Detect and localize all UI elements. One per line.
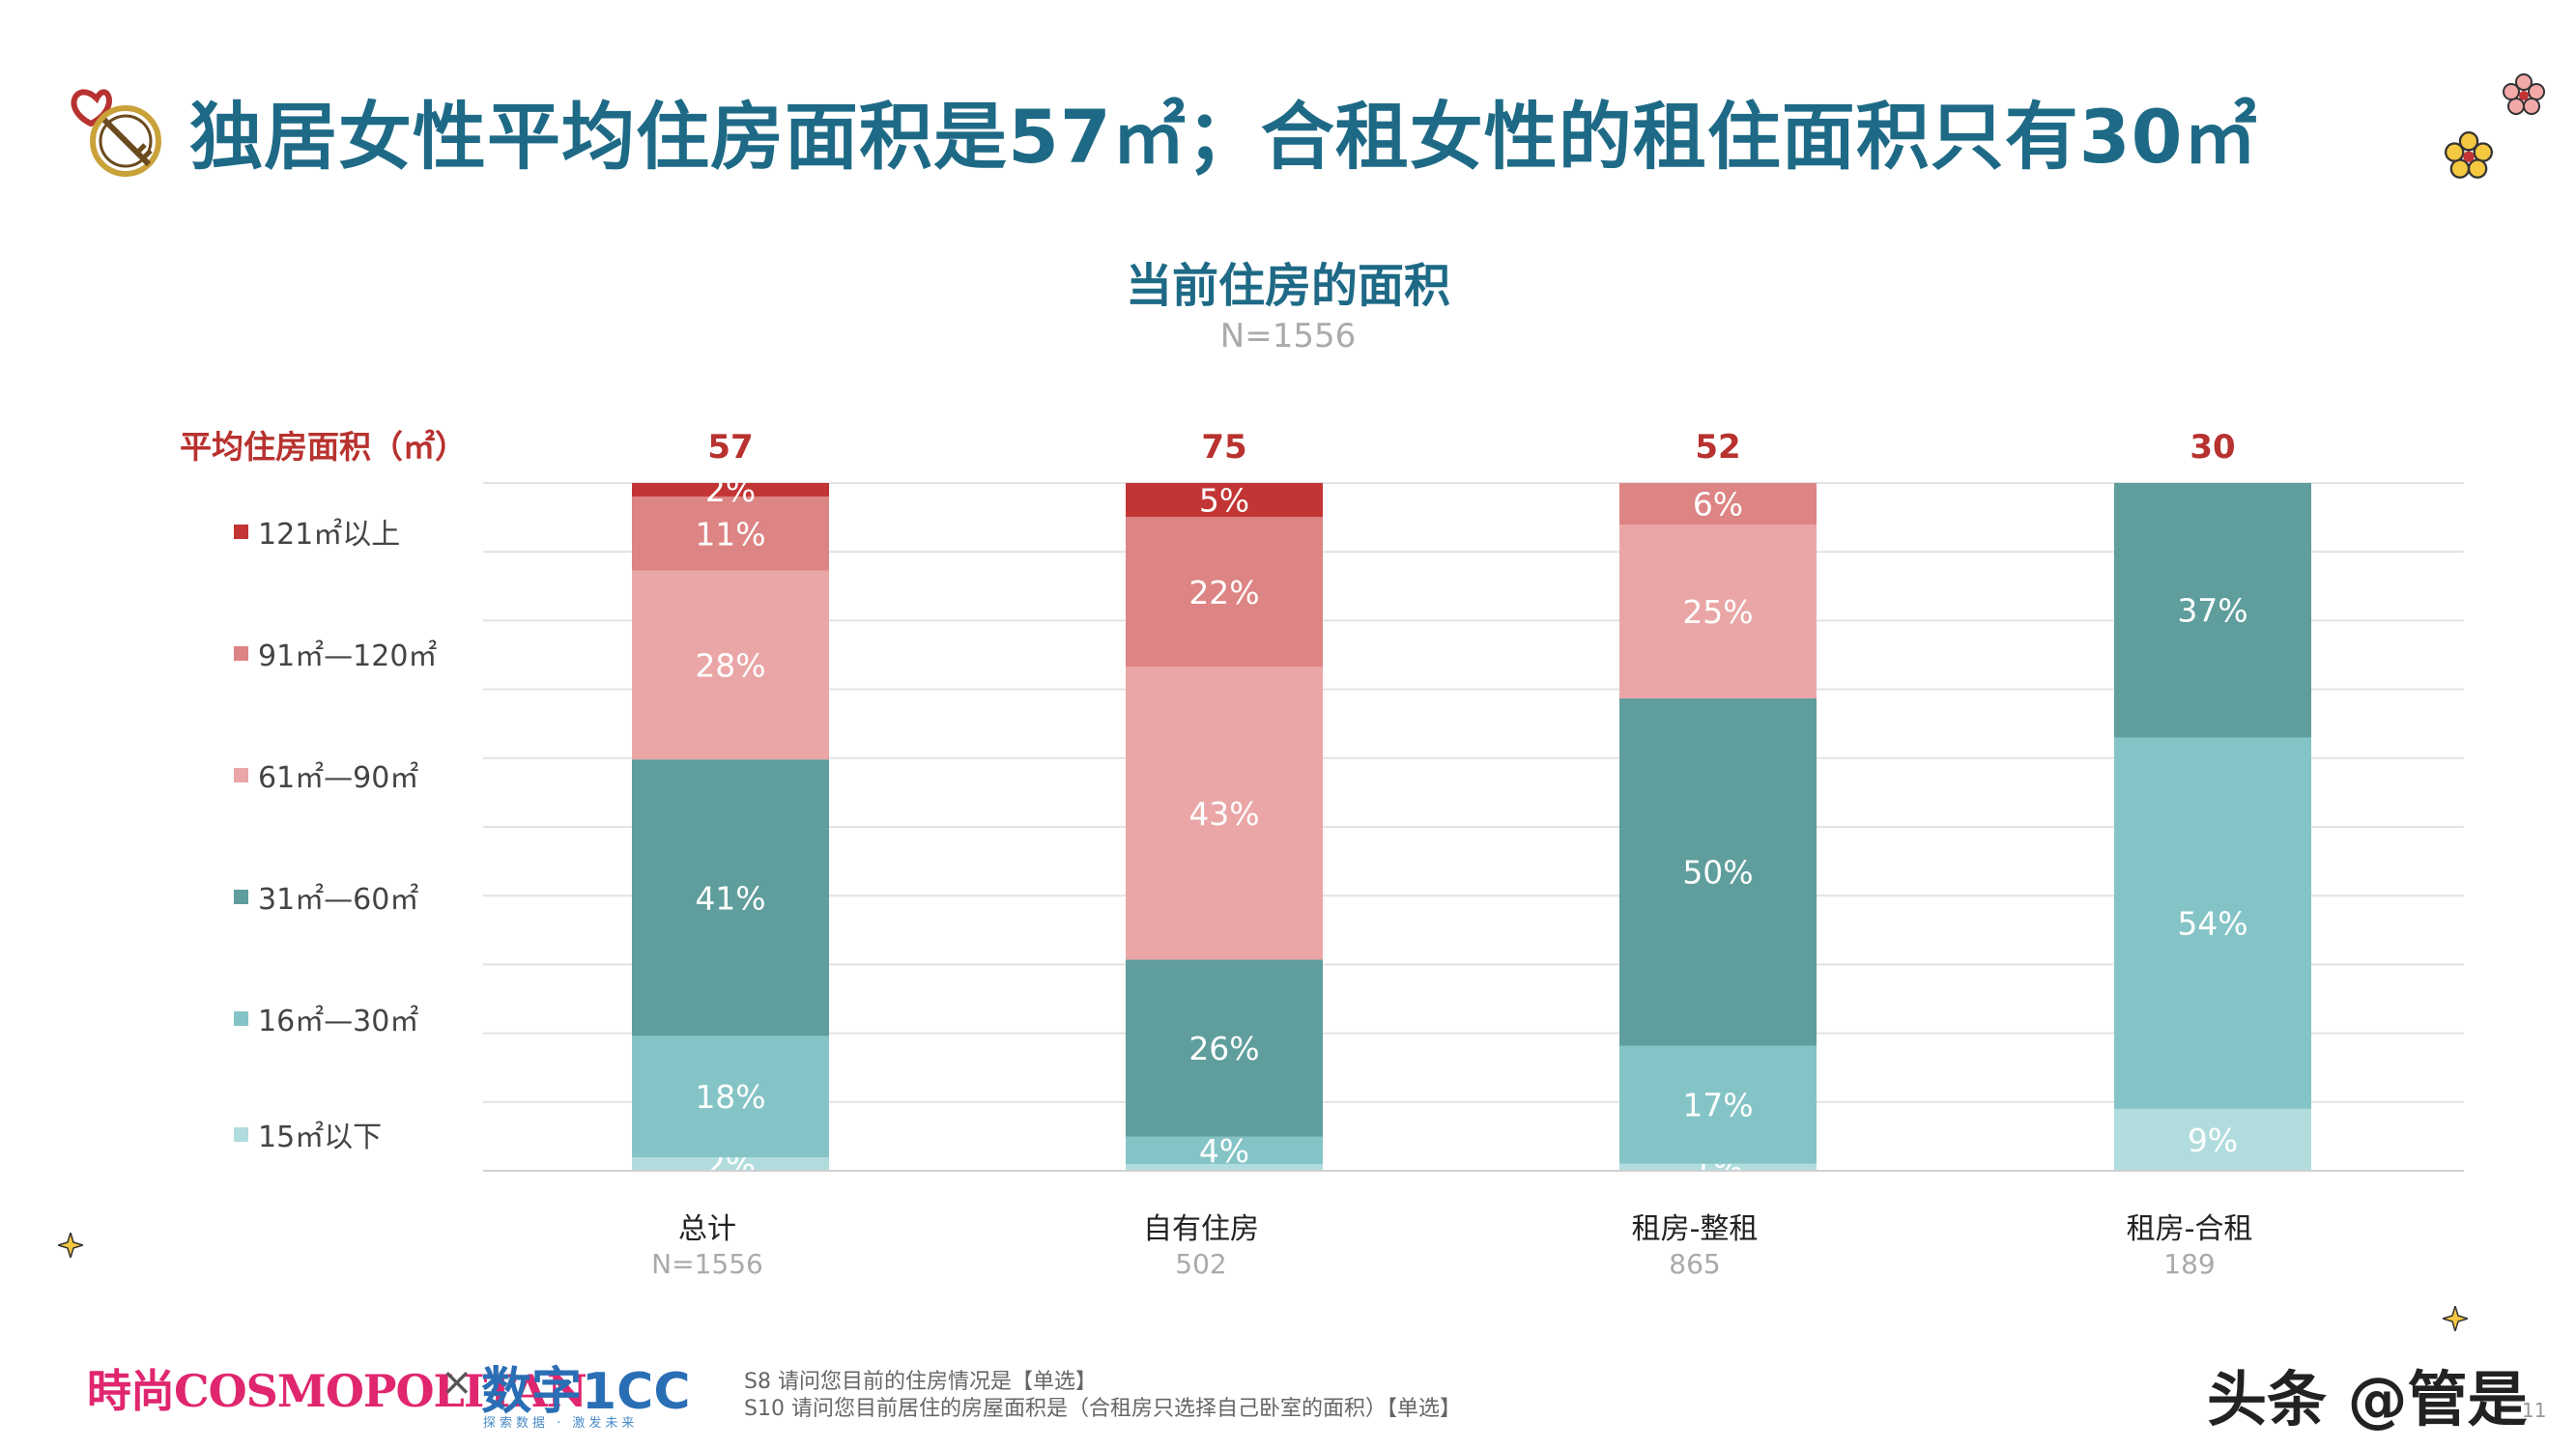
toutiao-watermark: 头条 @管是 — [2207, 1364, 2528, 1435]
data-label: 2% — [705, 471, 756, 509]
category-label: 总计 — [678, 1212, 736, 1246]
stacked-bar-chart: 2%18%41%28%11%2%57总计N=15564%26%43%22%5%7… — [483, 428, 2464, 1280]
data-label: 18% — [695, 1078, 765, 1116]
average-area-label: 平均住房面积（㎡） — [180, 428, 467, 466]
sparkle-icon — [58, 1233, 83, 1258]
data-label: 37% — [2177, 592, 2247, 630]
bar-segment — [632, 496, 829, 571]
average-value: 52 — [1695, 428, 1740, 467]
legend-item: 121㎡以上 — [234, 510, 400, 553]
bar-segment — [1619, 1045, 1817, 1164]
key-heart-logo-icon — [71, 89, 161, 177]
data-label: 9% — [2188, 1122, 2238, 1159]
sparkle-icon — [2443, 1306, 2468, 1331]
flower-icon — [2445, 131, 2493, 179]
bar-segment — [632, 759, 829, 1037]
legend-swatch — [234, 524, 248, 539]
legend-item: 61㎡—90㎡ — [234, 753, 418, 796]
data-label: 4% — [1199, 1132, 1249, 1170]
data-label: 41% — [695, 879, 765, 917]
category-label: 自有住房 — [1143, 1212, 1259, 1246]
chart-subtitle: N=1556 — [1219, 317, 1357, 355]
bar-segment — [632, 570, 829, 760]
bar-segment — [2114, 483, 2311, 738]
legend-label: 16㎡—30㎡ — [258, 1005, 419, 1038]
average-value: 75 — [1201, 428, 1246, 467]
legend-item: 91㎡—120㎡ — [234, 632, 437, 674]
dataicc-slogan: 探索数据 · 激发未来 — [483, 1416, 639, 1431]
survey-note-s10: S10 请问您目前居住的房屋面积是（合租房只选择自己卧室的面积）【单选】 — [744, 1397, 1461, 1421]
data-label: 26% — [1188, 1030, 1259, 1067]
category-label: 租房-整租 — [1632, 1212, 1759, 1246]
data-label: 25% — [1682, 593, 1753, 631]
legend-swatch — [234, 889, 248, 904]
flower-icon — [2503, 73, 2545, 115]
average-value: 57 — [707, 428, 753, 467]
bar-segment — [1619, 483, 1817, 526]
chart-title: 当前住房的面积 — [1125, 259, 1450, 313]
data-label: 6% — [1693, 486, 1743, 524]
bar-segment — [632, 483, 829, 497]
data-label: 43% — [1188, 795, 1259, 833]
legend-swatch — [234, 645, 248, 661]
bar-segment — [632, 1036, 829, 1158]
sample-size-label: N=1556 — [651, 1248, 763, 1280]
bar-segment — [1126, 483, 1323, 518]
category-label: 租房-合租 — [2127, 1212, 2253, 1246]
page-title: 独居女性平均住房面积是57㎡；合租女性的租住面积只有30㎡ — [189, 94, 2258, 180]
times-sign: × — [441, 1360, 473, 1405]
legend-swatch — [234, 767, 248, 782]
bar-segment — [1126, 1136, 1323, 1164]
data-label: 17% — [1682, 1087, 1753, 1124]
legend-label: 91㎡—120㎡ — [258, 639, 438, 673]
bar-segment — [1126, 667, 1323, 960]
bar-segment — [1126, 517, 1323, 668]
sample-size-label: 865 — [1669, 1248, 1720, 1280]
dataicc-logo: 数字1CC — [481, 1363, 691, 1421]
survey-note-s8: S8 请问您目前的住房情况是【单选】 — [744, 1370, 1097, 1394]
data-label: 22% — [1188, 574, 1259, 611]
legend-label: 121㎡以上 — [258, 518, 401, 552]
cosmopolitan-logo: 時尚COSMOPOLITAN — [87, 1365, 587, 1417]
data-label: 11% — [695, 515, 765, 553]
data-label: 28% — [695, 646, 765, 684]
average-value: 30 — [2190, 428, 2235, 467]
data-label: 54% — [2177, 905, 2247, 943]
sample-size-label: 502 — [1175, 1248, 1226, 1280]
legend-item: 16㎡—30㎡ — [234, 997, 418, 1039]
legend-label: 61㎡—90㎡ — [258, 761, 419, 795]
bar-segment — [1126, 1163, 1323, 1171]
legend-item: 15㎡以下 — [234, 1113, 382, 1155]
bar-segment — [2114, 1108, 2311, 1171]
bar-segment — [1619, 525, 1817, 698]
legend-item: 31㎡—60㎡ — [234, 875, 418, 918]
page-number: 11 — [2522, 1399, 2547, 1422]
data-label: 5% — [1199, 482, 1249, 520]
bar-segment — [632, 1157, 829, 1171]
legend-swatch — [234, 1010, 248, 1026]
bar-segment — [1619, 697, 1817, 1046]
bar-segment — [1126, 959, 1323, 1137]
bar-segment — [1619, 1163, 1817, 1171]
legend-label: 31㎡—60㎡ — [258, 883, 419, 917]
bar-segment — [2114, 737, 2311, 1109]
legend-label: 15㎡以下 — [258, 1121, 383, 1154]
sample-size-label: 189 — [2163, 1248, 2215, 1280]
data-label: 50% — [1682, 854, 1753, 892]
legend-swatch — [234, 1126, 248, 1142]
